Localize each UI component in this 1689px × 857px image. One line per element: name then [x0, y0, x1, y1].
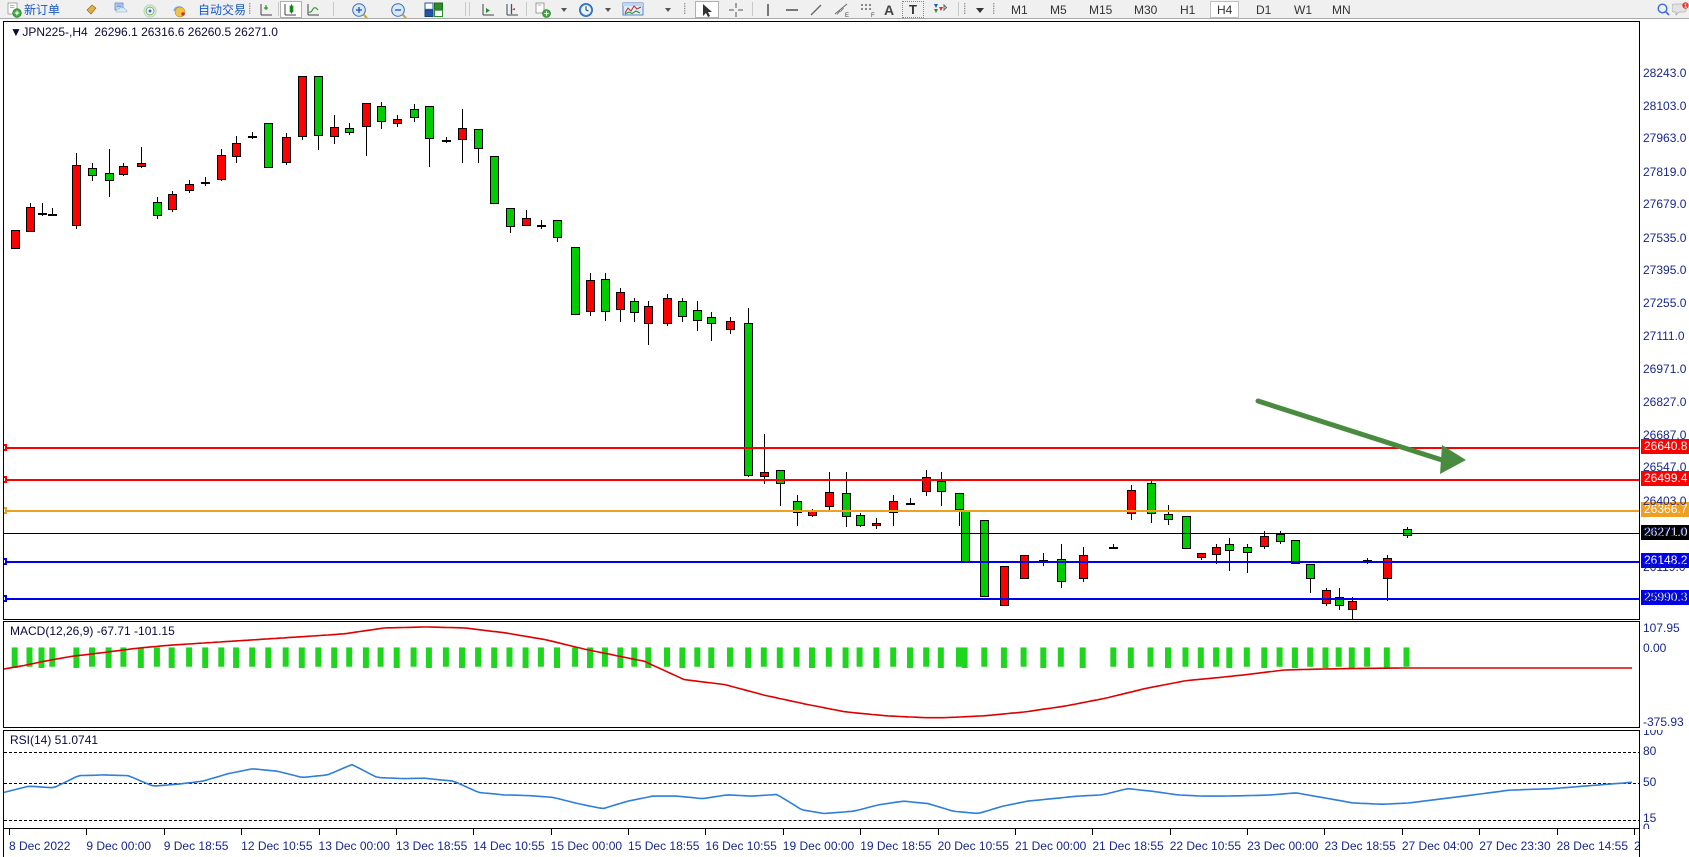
- svg-text:F: F: [871, 13, 875, 18]
- svg-text:1: 1: [1684, 3, 1687, 9]
- svg-text:E: E: [845, 13, 849, 18]
